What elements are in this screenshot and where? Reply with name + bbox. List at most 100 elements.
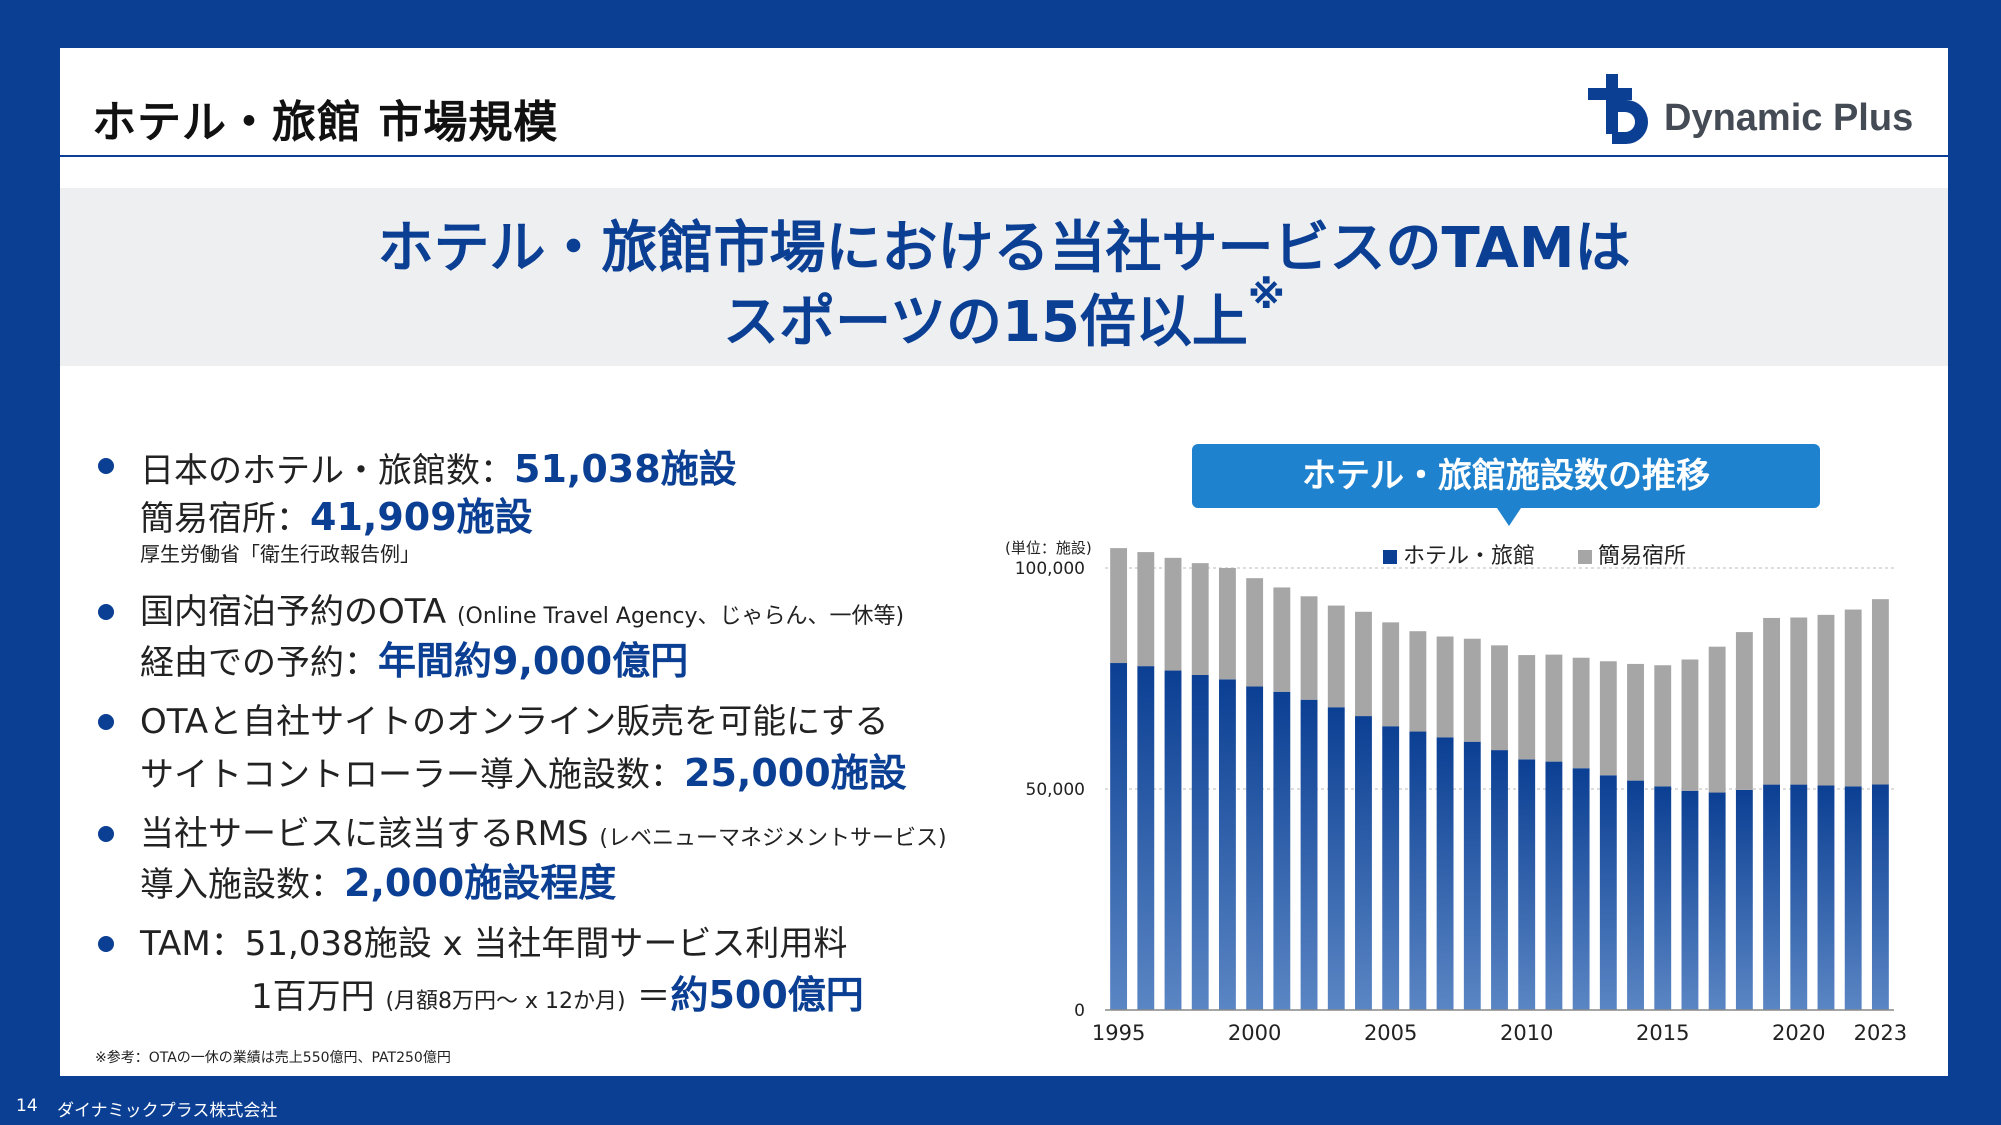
bar-hotel	[1273, 691, 1291, 1010]
bullet-line: OTAと自社サイトのオンライン販売を可能にする	[140, 702, 889, 742]
bullet-highlight: 51,038施設	[514, 447, 737, 491]
bar-simple-lodging	[1681, 659, 1699, 791]
bar-simple-lodging	[1246, 578, 1264, 687]
bar-simple-lodging	[1654, 665, 1672, 787]
header-divider	[60, 155, 1948, 157]
bar-hotel	[1110, 663, 1128, 1010]
chart-title-callout: ホテル・旅館施設数の推移	[1192, 444, 1820, 508]
legend-swatch-simple-lodging	[1578, 550, 1592, 564]
bar-hotel	[1817, 785, 1835, 1010]
x-tick-label: 2023	[1854, 1021, 1907, 1045]
legend-label-simple-lodging: 簡易宿所	[1598, 544, 1686, 569]
bar-simple-lodging	[1355, 611, 1372, 717]
bar-simple-lodging	[1871, 599, 1889, 785]
x-tick-label: 2015	[1636, 1021, 1689, 1045]
bar-hotel	[1763, 784, 1781, 1010]
hero-footnote-mark: ※	[1247, 273, 1285, 317]
bullet-source: 厚生労働省「衛生行政報告例」	[140, 542, 420, 566]
bar-hotel	[1137, 666, 1155, 1010]
bar-simple-lodging	[1300, 596, 1318, 700]
page-number: 14	[16, 1096, 38, 1116]
bar-simple-lodging	[1627, 663, 1644, 781]
footer-company: ダイナミックプラス株式会社	[57, 1101, 278, 1121]
bullet-dot-icon	[98, 936, 114, 952]
x-tick-label: 2000	[1228, 1021, 1281, 1045]
bar-hotel	[1246, 686, 1264, 1010]
bar-simple-lodging	[1790, 617, 1808, 785]
bar-hotel	[1463, 741, 1481, 1010]
x-tick-label: 2005	[1364, 1021, 1417, 1045]
bar-simple-lodging	[1409, 631, 1427, 732]
bar-hotel	[1191, 674, 1209, 1010]
bar-simple-lodging	[1545, 654, 1563, 762]
bullet-highlight: 2,000施設程度	[344, 861, 617, 905]
bullet-line: 国内宿泊予約のOTA (Online Travel Agency、じゃらん、一休…	[140, 584, 904, 633]
bar-hotel	[1218, 679, 1236, 1010]
bullet-highlight: 年間約9,000億円	[378, 639, 689, 683]
bullet-note: (月額8万円～ x 12か月)	[385, 989, 626, 1014]
bar-hotel	[1681, 790, 1699, 1010]
bar-hotel	[1599, 775, 1617, 1010]
bar-simple-lodging	[1327, 605, 1345, 708]
bullet-text: 1百万円	[251, 977, 375, 1017]
bullet-line: 当社サービスに該当するRMS (レベニューマネジメントサービス)	[140, 806, 947, 855]
bar-simple-lodging	[1137, 552, 1155, 667]
bullet-line: 1百万円 (月額8万円～ x 12か月) ＝約500億円	[251, 964, 864, 1019]
bar-hotel	[1871, 784, 1889, 1010]
bullet-line: 導入施設数：2,000施設程度	[140, 852, 616, 907]
bullet-line: 簡易宿所：41,909施設	[140, 486, 533, 541]
bar-hotel	[1382, 726, 1400, 1010]
slide: ホテル・旅館 市場規模 Dynamic Plus ホテル・旅館市場における当社サ…	[60, 48, 1948, 1076]
x-tick-label: 2020	[1772, 1021, 1825, 1045]
legend-swatch-hotel	[1383, 550, 1397, 564]
bar-hotel	[1572, 768, 1590, 1010]
bullet-text: 経由での予約：	[140, 643, 378, 683]
bar-simple-lodging	[1599, 661, 1617, 776]
y-tick-label: 50,000	[1026, 780, 1085, 800]
bar-hotel	[1300, 699, 1318, 1010]
bullet-note: (レベニューマネジメントサービス)	[599, 826, 947, 851]
bullet-dot-icon	[98, 826, 114, 842]
bar-hotel	[1735, 789, 1753, 1010]
bullet-highlight: 25,000施設	[684, 751, 907, 795]
bar-simple-lodging	[1191, 563, 1209, 675]
bar-simple-lodging	[1463, 638, 1481, 742]
bar-hotel	[1409, 731, 1427, 1010]
bar-hotel	[1518, 759, 1536, 1010]
bullet-text: サイトコントローラー導入施設数：	[140, 755, 684, 795]
dynamic-plus-logo	[1588, 74, 1648, 144]
bar-simple-lodging	[1218, 568, 1236, 680]
bar-simple-lodging	[1763, 617, 1781, 785]
bar-simple-lodging	[1164, 557, 1182, 671]
bullet-highlight: 41,909施設	[310, 495, 533, 539]
bullet-line: TAM：51,038施設 x 当社年間サービス利用料	[140, 924, 848, 964]
hero-line-1: ホテル・旅館市場における当社サービスのTAMは	[377, 216, 1631, 281]
bar-simple-lodging	[1844, 609, 1862, 787]
hero-line-2: スポーツの15倍以上※	[60, 273, 1948, 358]
x-tick-label: 1995	[1092, 1021, 1145, 1045]
bar-simple-lodging	[1436, 636, 1454, 738]
bar-hotel	[1654, 786, 1672, 1010]
x-tick-label: 2010	[1500, 1021, 1553, 1045]
callout-pointer	[1497, 508, 1521, 526]
bar-hotel	[1436, 737, 1454, 1010]
bar-hotel	[1844, 786, 1862, 1010]
bar-simple-lodging	[1518, 655, 1536, 760]
bar-hotel	[1545, 761, 1563, 1010]
hero-line-2-text: スポーツの15倍以上	[723, 290, 1248, 355]
hero-banner: ホテル・旅館市場における当社サービスのTAMは スポーツの15倍以上※	[60, 188, 1948, 366]
bar-simple-lodging	[1110, 548, 1128, 664]
bullet-text: 簡易宿所：	[140, 499, 310, 539]
page-title: ホテル・旅館 市場規模	[92, 97, 559, 148]
bullet-dot-icon	[98, 458, 114, 474]
bullet-dot-icon	[98, 604, 114, 620]
bullet-highlight: 約500億円	[670, 973, 864, 1017]
bullet-note: (Online Travel Agency、じゃらん、一休等)	[456, 604, 905, 629]
chart-unit-label: (単位：施設)	[1005, 539, 1092, 557]
logo-text: Dynamic Plus	[1664, 97, 1914, 139]
bar-hotel	[1355, 716, 1372, 1010]
bar-simple-lodging	[1735, 632, 1753, 790]
bar-hotel	[1327, 707, 1345, 1010]
bullet-text: 国内宿泊予約のOTA	[140, 592, 447, 632]
bullet-line: 経由での予約：年間約9,000億円	[140, 630, 688, 685]
